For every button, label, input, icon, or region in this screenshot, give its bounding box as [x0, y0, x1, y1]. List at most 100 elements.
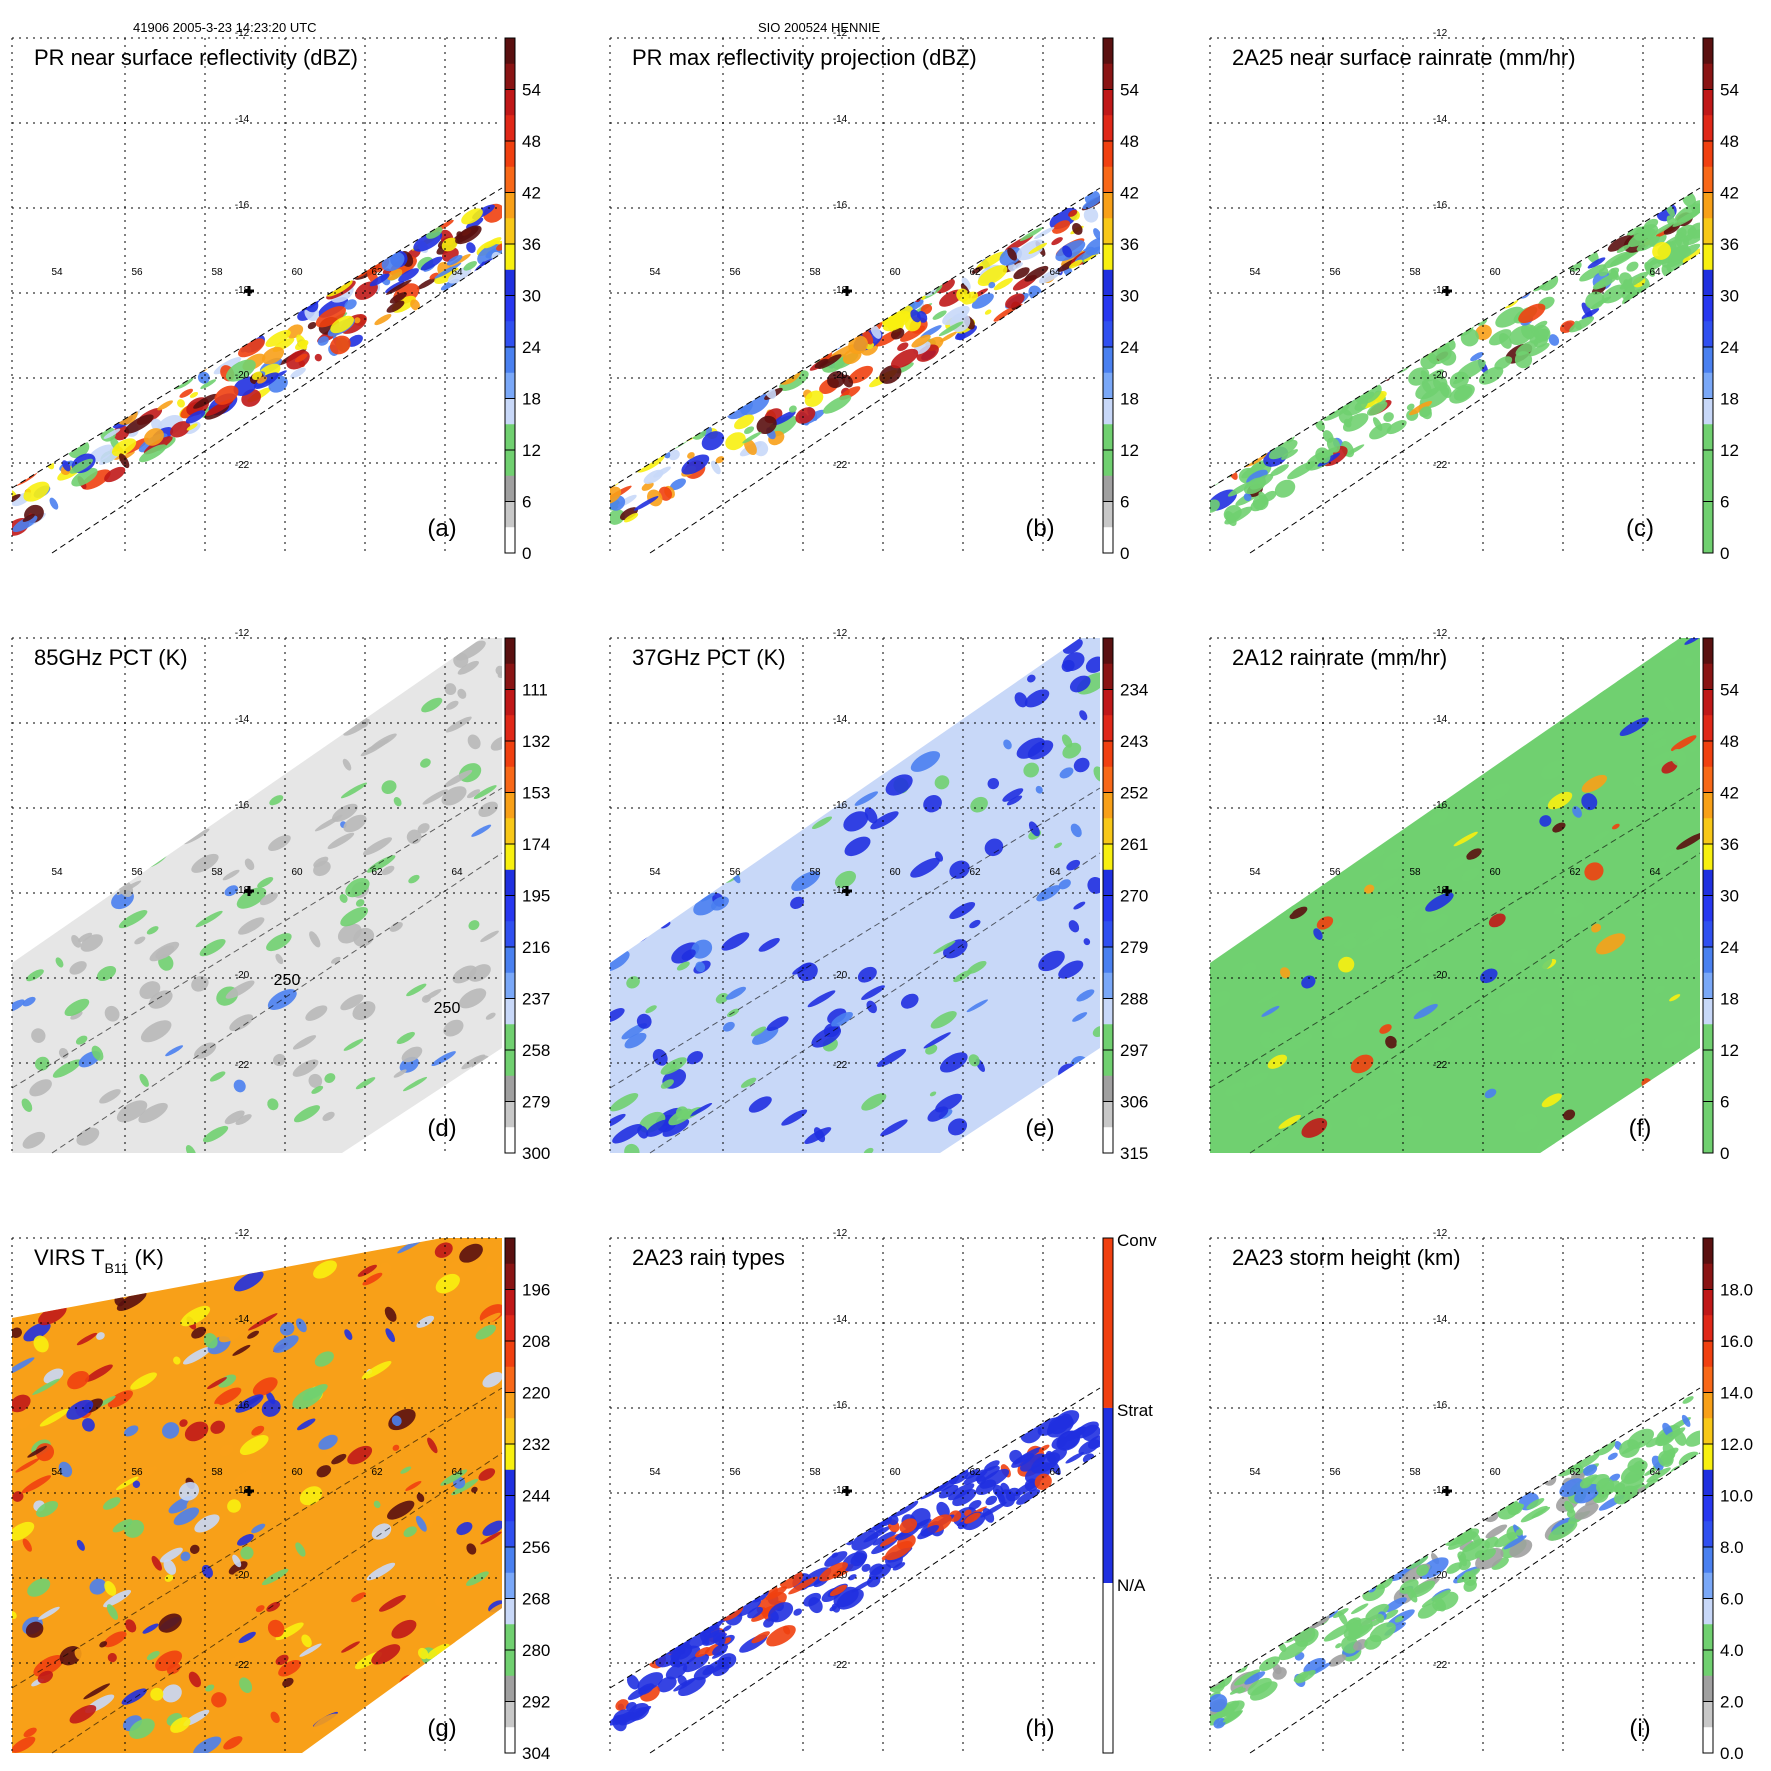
data-blob — [1607, 235, 1633, 252]
data-blob — [39, 679, 60, 692]
data-blob — [12, 1327, 22, 1339]
colorbar-tick-label: 24 — [1120, 338, 1139, 357]
lat-label: -16 — [1433, 200, 1448, 211]
lat-label: -20 — [833, 370, 848, 381]
data-blob — [793, 1608, 803, 1616]
data-blob — [970, 796, 988, 813]
data-blob — [753, 441, 769, 457]
colorbar-tick-label: 304 — [522, 1744, 550, 1763]
data-blob — [257, 652, 287, 672]
data-blob — [864, 696, 881, 708]
data-blob — [321, 638, 343, 655]
data-blob — [361, 1361, 392, 1380]
data-blob — [205, 1403, 222, 1417]
data-blob — [819, 1562, 848, 1582]
lat-label: -20 — [833, 1570, 848, 1581]
data-blob — [923, 1032, 951, 1049]
data-blob — [1428, 810, 1449, 826]
colorbar-segment — [1703, 89, 1713, 116]
data-blob — [848, 365, 873, 384]
colorbar-tick-label: 10.0 — [1720, 1487, 1753, 1506]
data-blob — [681, 454, 710, 475]
data-blob — [1229, 1686, 1244, 1695]
colorbar-segment — [1703, 450, 1713, 477]
data-blob — [1383, 1597, 1407, 1613]
data-blob — [51, 431, 78, 449]
data-blob — [467, 1635, 485, 1647]
data-blob — [1016, 1489, 1041, 1505]
data-blob — [111, 438, 137, 457]
colorbar-segment — [1703, 1366, 1713, 1393]
data-blob — [1366, 401, 1388, 416]
storm-center-marker — [1442, 1486, 1452, 1496]
data-blob — [447, 1259, 466, 1276]
data-blob — [1279, 1642, 1287, 1652]
data-blob — [327, 832, 355, 850]
data-blob — [993, 277, 1013, 291]
data-blob — [426, 1643, 450, 1660]
data-blob — [876, 1048, 907, 1067]
colorbar-segment — [1703, 1263, 1713, 1290]
colorbar-tick-label: 279 — [1120, 938, 1148, 957]
data-blob — [1526, 1498, 1545, 1510]
lon-label: 56 — [131, 1467, 143, 1478]
data-blob — [1250, 498, 1267, 512]
lat-label: -12 — [235, 28, 250, 39]
lon-label: 62 — [371, 1467, 383, 1478]
data-blob — [184, 1421, 209, 1442]
data-blob — [1670, 243, 1700, 263]
data-blob — [15, 783, 24, 794]
data-blob — [121, 1688, 147, 1705]
colorbar-tick-label: 30 — [1120, 287, 1139, 306]
lat-label: -16 — [1433, 1400, 1448, 1411]
data-blob — [1485, 1524, 1508, 1539]
data-blob — [691, 939, 713, 959]
data-blob — [118, 453, 130, 469]
data-blob — [855, 697, 867, 711]
data-blob — [1558, 975, 1576, 989]
colorbar-segment — [1703, 1238, 1713, 1265]
data-blob — [961, 291, 979, 305]
data-blob — [225, 359, 256, 382]
data-blob — [275, 1622, 304, 1641]
colorbar-segment — [1103, 1075, 1113, 1102]
data-blob — [448, 1142, 468, 1153]
data-blob — [255, 1605, 265, 1613]
data-blob — [400, 1466, 412, 1474]
data-blob — [1257, 1629, 1271, 1641]
data-blob — [268, 835, 291, 851]
data-blob — [1212, 917, 1231, 934]
data-blob — [911, 334, 931, 348]
data-blob — [1244, 1671, 1266, 1685]
lon-label: 60 — [291, 267, 303, 278]
data-blob — [1302, 1094, 1328, 1113]
data-blob — [1453, 831, 1478, 847]
data-blob — [426, 226, 443, 239]
data-blob — [1372, 417, 1383, 431]
data-blob — [434, 266, 459, 285]
data-blob — [862, 329, 874, 345]
data-blob — [1261, 1005, 1280, 1017]
data-blob — [961, 277, 971, 290]
data-blob — [714, 843, 733, 856]
data-blob — [1619, 271, 1649, 290]
data-blob — [96, 1332, 105, 1340]
data-blob — [1644, 262, 1656, 277]
colorbar-segment — [1703, 741, 1713, 768]
panel-label: (a) — [427, 515, 456, 542]
data-blob — [239, 1677, 253, 1693]
lat-label: -16 — [235, 800, 250, 811]
data-blob — [891, 348, 919, 369]
data-blob — [687, 1051, 704, 1065]
data-blob — [153, 733, 173, 751]
data-blob — [23, 1727, 37, 1738]
data-blob — [1673, 926, 1684, 942]
colorbar-segment — [1703, 1650, 1713, 1677]
data-blob — [316, 1465, 332, 1478]
data-blob — [329, 335, 351, 355]
data-blob — [1012, 1447, 1042, 1465]
data-blob — [1446, 1562, 1463, 1574]
data-blob — [1073, 757, 1090, 773]
data-blob — [1058, 879, 1071, 890]
